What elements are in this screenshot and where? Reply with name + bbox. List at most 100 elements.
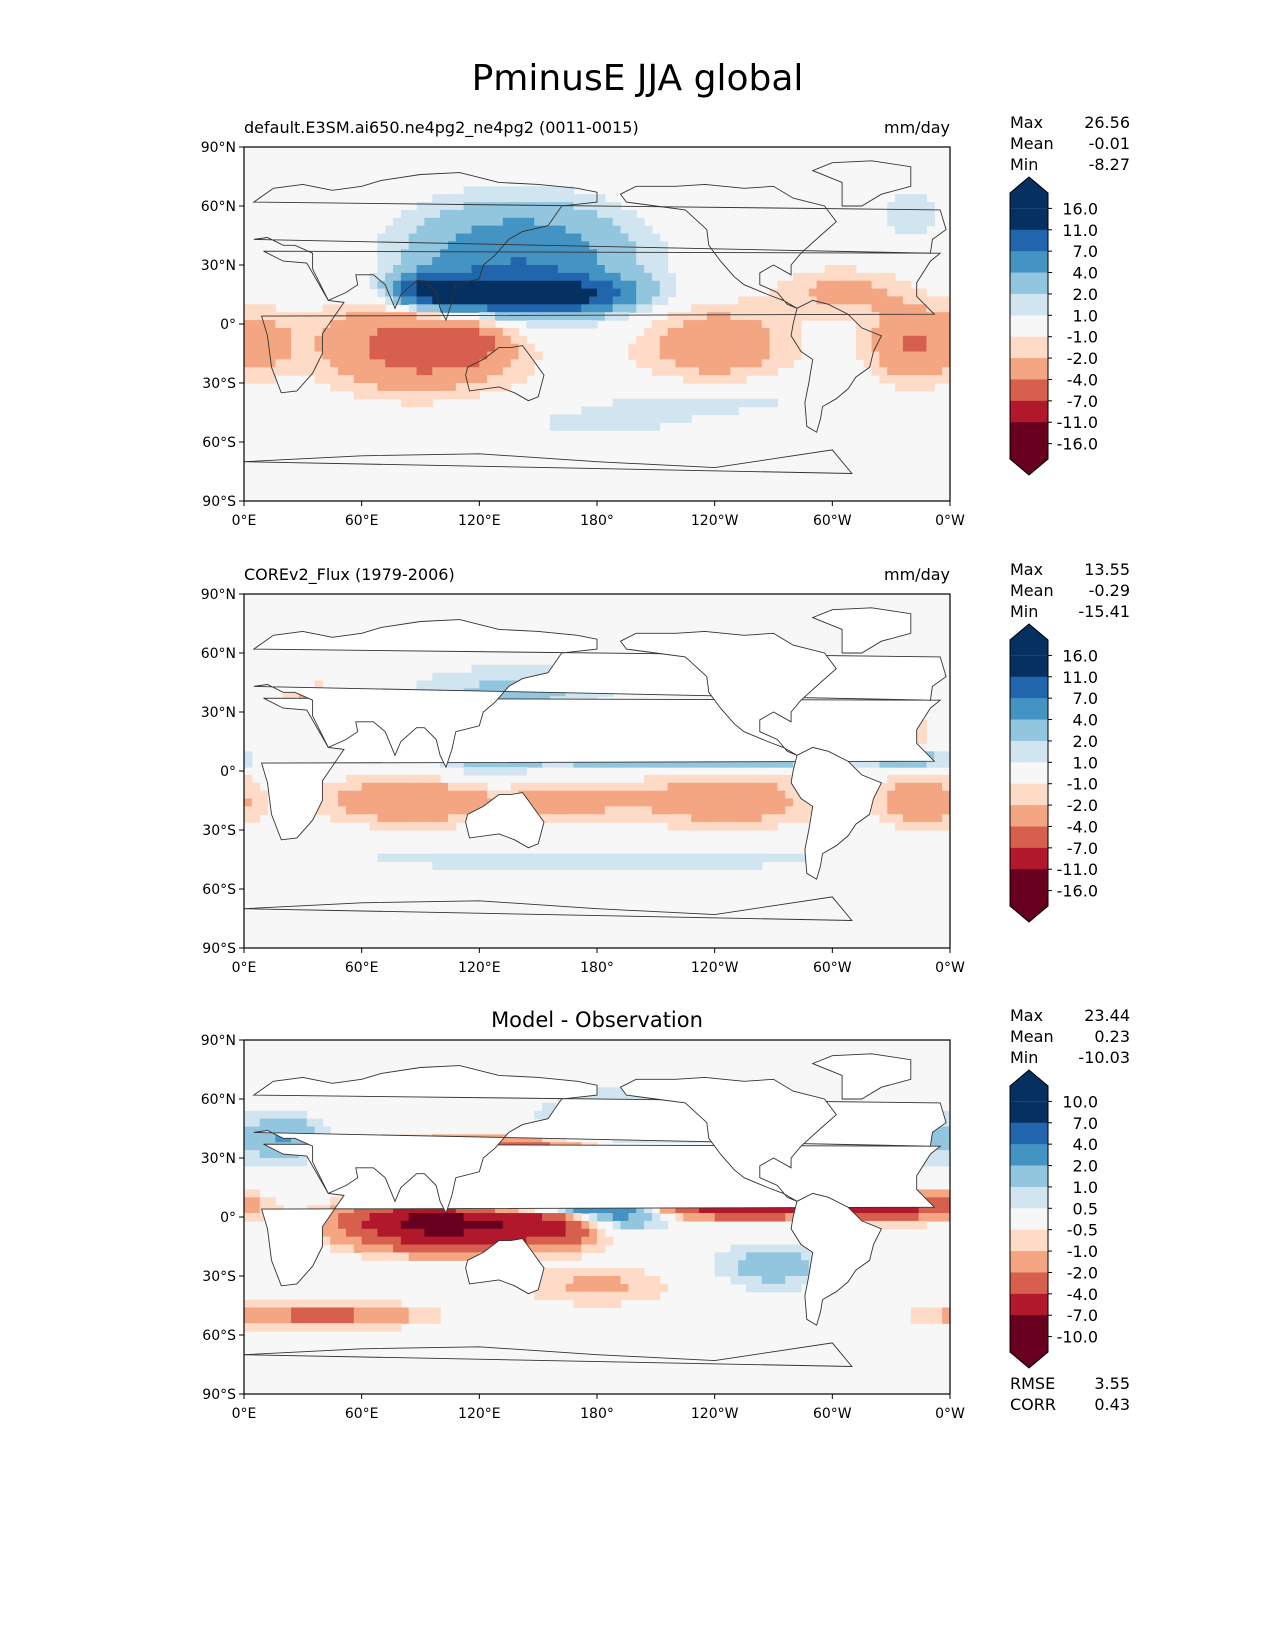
contour-cell <box>283 343 292 353</box>
contour-cell <box>902 806 912 815</box>
contour-cell <box>487 194 496 203</box>
contour-cell <box>267 1118 276 1128</box>
contour-cell <box>487 351 496 360</box>
contour-cell <box>432 1213 441 1222</box>
contour-cell <box>377 359 386 368</box>
contour-cell <box>848 265 857 274</box>
contour-cell <box>447 1236 457 1246</box>
contour-cell <box>942 1142 951 1151</box>
contour-cell <box>432 359 441 368</box>
contour-cell <box>432 383 441 392</box>
contour-cell <box>644 1276 653 1285</box>
contour-cell <box>251 1142 261 1151</box>
contour-cell <box>298 1118 308 1128</box>
contour-cell <box>526 272 535 282</box>
contour-cell <box>589 1228 598 1238</box>
contour-cell <box>863 327 873 337</box>
contour-cell <box>424 343 433 353</box>
contour-cell <box>393 390 402 400</box>
contour-cell <box>934 1205 943 1214</box>
contour-cell <box>730 327 739 337</box>
contour-cell <box>895 288 904 298</box>
contour-cell <box>644 351 653 360</box>
contour-cell <box>604 225 614 235</box>
contour-cell <box>698 335 708 345</box>
contour-cell <box>393 1307 402 1316</box>
contour-cell <box>534 790 543 800</box>
contour-cell <box>400 343 410 353</box>
contour-cell <box>926 1307 935 1316</box>
contour-cell <box>447 806 457 815</box>
contour-cell <box>345 1244 355 1253</box>
contour-cell <box>753 327 763 337</box>
contour-cell <box>377 390 386 400</box>
contour-cell <box>675 343 684 353</box>
contour-cell <box>416 1220 426 1230</box>
contour-cell <box>455 814 465 823</box>
contour-cell <box>463 1252 473 1261</box>
coastline <box>790 1192 883 1326</box>
contour-cell <box>416 680 426 689</box>
contour-cell <box>502 861 512 870</box>
contour-cell <box>667 312 677 321</box>
contour-cell <box>879 759 888 768</box>
contour-cell <box>902 790 912 800</box>
contour-cell <box>573 861 582 870</box>
contour-cell <box>557 806 567 815</box>
contour-cell <box>902 759 912 768</box>
contour-cell <box>526 257 535 266</box>
contour-cell <box>581 1205 590 1214</box>
contour-cell <box>447 1220 457 1230</box>
contour-cell <box>589 806 598 815</box>
contour-cell <box>612 304 622 313</box>
contour-cell <box>651 814 661 823</box>
contour-cell <box>455 241 465 250</box>
contour-cell <box>926 751 935 760</box>
contour-cell <box>683 814 692 823</box>
contour-cell <box>879 343 888 353</box>
contour-cell <box>298 1323 308 1332</box>
contour-cell <box>934 759 943 768</box>
contour-cell <box>589 217 598 227</box>
contour-cell <box>824 288 833 298</box>
contour-cell <box>746 312 755 321</box>
contour-cell <box>581 312 590 321</box>
contour-cell <box>698 759 708 768</box>
contour-cell <box>251 798 261 807</box>
contour-cell <box>424 1220 433 1230</box>
contour-cell <box>895 217 904 227</box>
contour-cell <box>495 327 504 337</box>
contour-cell <box>651 861 661 870</box>
contour-cell <box>581 806 590 815</box>
contour-cell <box>322 304 331 313</box>
contour-cell <box>400 241 410 250</box>
contour-cell <box>761 782 771 792</box>
contour-cell <box>628 1283 637 1293</box>
contour-cell <box>408 280 418 290</box>
contour-cell <box>314 335 324 345</box>
contour-cell <box>283 359 292 368</box>
contour-cell <box>832 265 841 274</box>
contour-cell <box>636 265 645 274</box>
contour-cell <box>408 320 418 329</box>
contour-cell <box>651 296 661 305</box>
contour-cell <box>267 335 276 345</box>
contour-cell <box>534 759 543 768</box>
contour-cell <box>408 390 418 400</box>
contour-cell <box>620 257 629 266</box>
contour-cell <box>510 1134 520 1143</box>
contour-cell <box>604 312 614 321</box>
contour-cell <box>887 1205 896 1214</box>
contour-cell <box>597 782 606 792</box>
contour-cell <box>432 774 441 784</box>
contour-cell <box>471 798 480 807</box>
contour-cell <box>659 296 669 305</box>
contour-cell <box>879 288 888 298</box>
contour-cell <box>659 1283 669 1293</box>
contour-cell <box>636 249 645 258</box>
contour-cell <box>581 225 590 235</box>
contour-cell <box>698 814 708 823</box>
contour-cell <box>424 304 433 313</box>
contour-cell <box>487 672 496 682</box>
contour-cell <box>283 1323 292 1332</box>
